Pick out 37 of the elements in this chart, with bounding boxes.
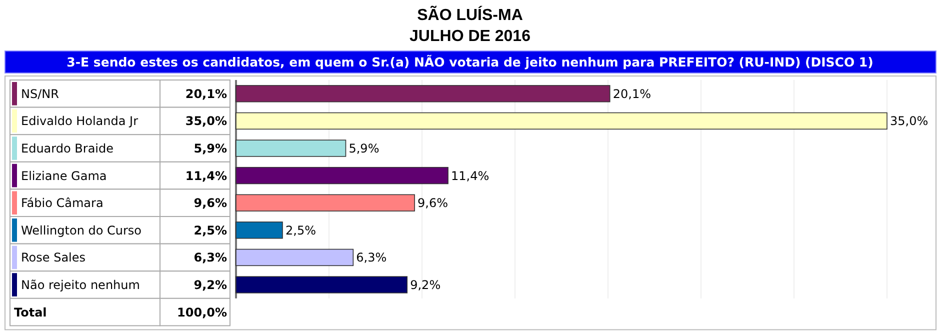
y-tick-label: Edivaldo Holanda Jr	[21, 114, 138, 128]
text: 100,0%	[177, 305, 227, 320]
text: 3-E sendo estes os candidatos, em quem o Sr.(a) NÃO votaria de jeito nenhum para PREFEITO? (RU-IND) (DISCO 1)	[66, 54, 874, 70]
data-label: 9,2%	[194, 278, 227, 292]
y-tick-label: Eduardo Braide	[21, 141, 114, 156]
text: 9,2%	[410, 278, 441, 292]
chart-title: SÃO LUÍS-MA	[417, 5, 524, 24]
text: 11,4%	[451, 168, 490, 183]
y-tick-label: Não rejeito nenhum	[21, 278, 140, 292]
data-label: 11,4%	[185, 168, 227, 183]
data-label: 20,1%	[185, 86, 227, 101]
text: 2,5%	[286, 223, 316, 238]
y-tick-label: Fábio Câmara	[21, 196, 104, 210]
y-tick-label: Rose Sales	[21, 250, 86, 265]
bar	[236, 140, 346, 157]
text: 6,3%	[356, 250, 387, 265]
data-label: 9,6%	[194, 196, 227, 210]
data-label: 2,5%	[194, 223, 227, 238]
text: Total	[14, 305, 47, 320]
bar	[236, 194, 415, 212]
chart-subtitle: JULHO DE 2016	[410, 28, 531, 45]
bar	[236, 276, 408, 294]
text: 20,1%	[612, 86, 651, 101]
data-label: 5,9%	[194, 141, 227, 156]
y-tick-label: Eliziane Gama	[21, 168, 107, 183]
bar	[236, 222, 283, 239]
data-label: 35,0%	[185, 114, 227, 128]
bar	[236, 248, 354, 266]
bar	[236, 166, 448, 184]
bar	[236, 85, 610, 102]
text: 35,0%	[890, 114, 928, 128]
y-tick-label: NS/NR	[21, 86, 59, 101]
text: 9,6%	[418, 196, 448, 210]
data-label: 6,3%	[194, 250, 227, 265]
bar	[236, 112, 888, 130]
y-tick-label: Wellington do Curso	[21, 223, 142, 238]
text: 5,9%	[348, 141, 380, 156]
